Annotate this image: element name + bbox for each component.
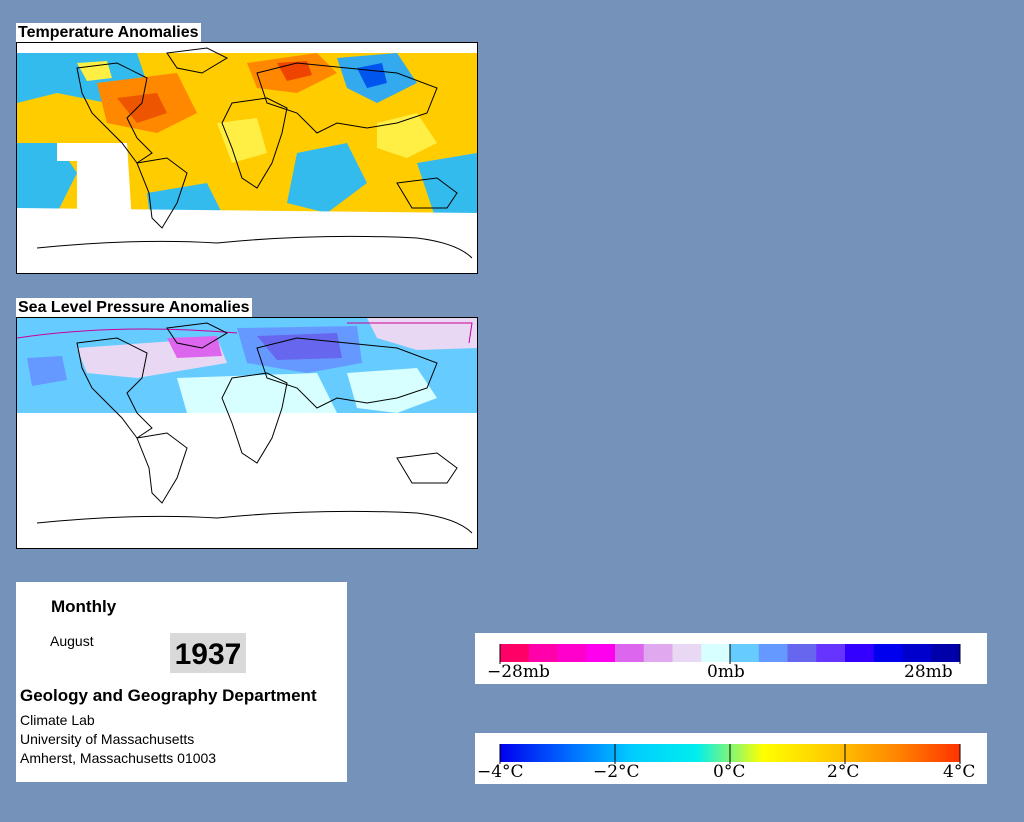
pressure-legend-mid: 0mb	[707, 662, 745, 682]
year-display: 1937	[170, 633, 246, 673]
temperature-legend-plus2: 2°C	[827, 762, 860, 782]
period-label: Monthly	[51, 597, 117, 616]
pressure-colorbar-segment	[586, 644, 616, 662]
temperature-legend-zero: 0°C	[713, 762, 746, 782]
temperature-coastlines	[36, 47, 473, 259]
university-label: University of Massachusetts	[20, 731, 195, 747]
pressure-colorbar-segment	[758, 644, 788, 662]
info-panel: Monthly August 1937 Geology and Geograph…	[16, 582, 347, 782]
pressure-colorbar-segment	[931, 644, 961, 662]
pressure-colorbar	[499, 644, 961, 664]
pressure-colorbar-segment	[500, 644, 530, 662]
pressure-legend: −28mb 0mb 28mb	[475, 633, 987, 684]
pressure-colorbar-segment	[701, 644, 731, 662]
pressure-map-title: Sea Level Pressure Anomalies	[16, 298, 252, 317]
temperature-legend: −4°C −2°C 0°C 2°C 4°C	[475, 733, 987, 784]
pressure-colorbar-segment	[902, 644, 932, 662]
pressure-colorbar-segment	[730, 644, 760, 662]
temperature-legend-minus4: −4°C	[477, 762, 524, 782]
pressure-colorbar-segment	[672, 644, 702, 662]
pressure-colorbar-segment	[787, 644, 817, 662]
pressure-colorbar-segment	[528, 644, 558, 662]
temperature-colorbar	[499, 744, 961, 764]
temperature-legend-minus2: −2°C	[593, 762, 640, 782]
pressure-legend-min: −28mb	[487, 662, 550, 682]
lab-label: Climate Lab	[20, 712, 95, 728]
pressure-colorbar-segment	[557, 644, 587, 662]
pressure-legend-max: 28mb	[904, 662, 953, 682]
temperature-legend-plus4: 4°C	[943, 762, 976, 782]
month-label: August	[50, 633, 94, 649]
pressure-colorbar-segment	[845, 644, 875, 662]
pressure-anomaly-map	[16, 317, 478, 549]
temperature-anomaly-map	[16, 42, 478, 274]
pressure-coastlines	[36, 322, 473, 534]
pressure-colorbar-segment	[873, 644, 903, 662]
pressure-colorbar-segment	[615, 644, 645, 662]
pressure-colorbar-segment	[816, 644, 846, 662]
department-label: Geology and Geography Department	[20, 686, 317, 705]
pressure-colorbar-segment	[643, 644, 673, 662]
temperature-map-title: Temperature Anomalies	[16, 23, 201, 42]
address-label: Amherst, Massachusetts 01003	[20, 750, 217, 766]
